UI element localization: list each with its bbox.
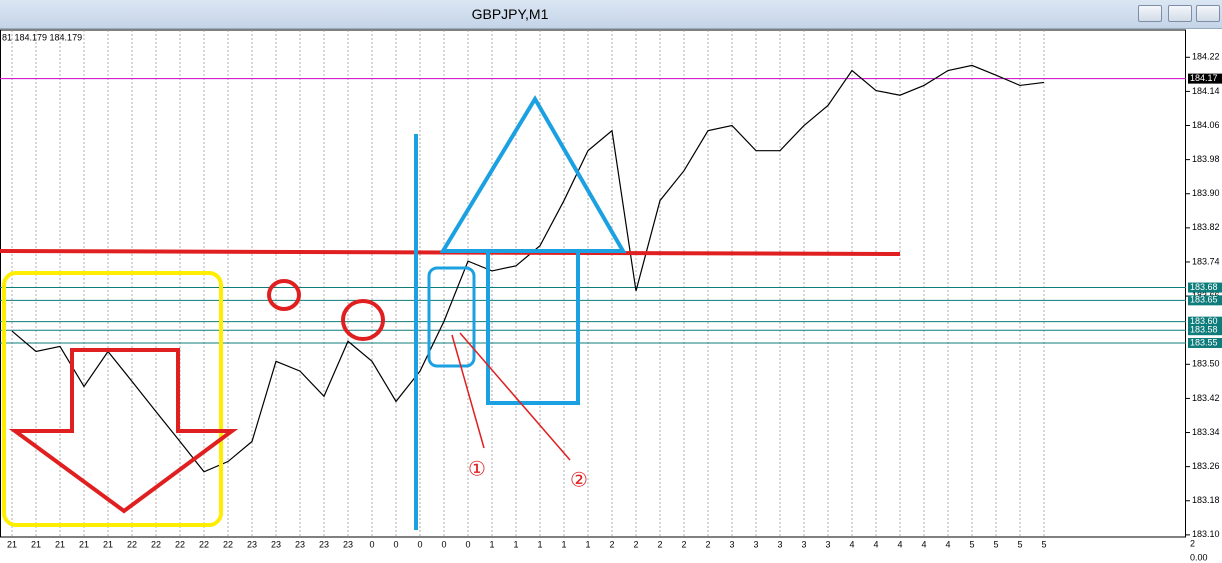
x-tick-label: 0: [393, 539, 398, 549]
annotations: [0, 95, 901, 530]
x-tick-label: 23: [247, 539, 257, 549]
x-tick-label: 1: [489, 539, 494, 549]
x-tick-label: 4: [873, 539, 878, 549]
x-tick-label: 21: [55, 539, 65, 549]
level-label: 183.60: [1190, 316, 1218, 326]
x-tick-label: 3: [777, 539, 782, 549]
x-tick-label: 4: [945, 539, 950, 549]
price-line: [11, 64, 1045, 473]
x-tick-label: 0: [441, 539, 446, 549]
x-tick-label: 0: [465, 539, 470, 549]
level-tag: [1188, 316, 1222, 327]
y-tick-label: 183.82: [1192, 222, 1220, 232]
y-tick-label: 183.50: [1192, 359, 1220, 369]
y-tick-label: 183.42: [1192, 393, 1220, 403]
up-triangle: [439, 95, 627, 253]
minimize-button[interactable]: [1138, 5, 1162, 22]
x-tick-label: 5: [993, 539, 998, 549]
level-tag: [1188, 282, 1222, 293]
x-tick-label: 22: [151, 539, 161, 549]
x-tick-label: 23: [319, 539, 329, 549]
red-circle: [341, 299, 385, 341]
x-tick-label: 21: [31, 539, 41, 549]
x-tick-label: 2: [705, 539, 710, 549]
red-circle: [267, 279, 301, 311]
level-label: 183.55: [1190, 337, 1218, 347]
current-price-tag: [1188, 73, 1222, 84]
level-label: 183.58: [1190, 325, 1218, 335]
level-label: 183.65: [1190, 295, 1218, 305]
x-tick-label: 4: [849, 539, 854, 549]
blue-box: [486, 252, 580, 405]
x-tick-label: 1: [585, 539, 590, 549]
y-tick-label: 184.14: [1192, 86, 1220, 96]
level-label: 183.68: [1190, 282, 1218, 292]
title-bar: GBPJPY,M1: [0, 0, 1222, 29]
x-tick-label: 21: [7, 539, 17, 549]
x-tick-label: 3: [825, 539, 830, 549]
x-tick-label: 21: [103, 539, 113, 549]
y-tick-label: 184.22: [1192, 52, 1220, 62]
x-tick-label: 22: [223, 539, 233, 549]
pointer-line: [459, 332, 571, 461]
x-tick-label: 1: [561, 539, 566, 549]
y-tick-label: 183.34: [1192, 427, 1220, 437]
level-tag: [1188, 337, 1222, 348]
y-tick-label: 183.10: [1192, 529, 1220, 539]
x-tick-label: 5: [969, 539, 974, 549]
x-tick-label: 0: [417, 539, 422, 549]
x-tick-label: 5: [1017, 539, 1022, 549]
x-tick-label: 22: [127, 539, 137, 549]
sub-axis-label: 0.00: [1190, 552, 1208, 562]
x-tick-label: 4: [921, 539, 926, 549]
close-button[interactable]: [1196, 5, 1220, 22]
window-title: GBPJPY,M1: [471, 6, 549, 22]
price-header: 81 184.179 184.179: [2, 32, 82, 42]
y-tick-label: 184.06: [1192, 120, 1220, 130]
x-tick-label: 23: [271, 539, 281, 549]
y-tick-label: 183.74: [1192, 256, 1220, 266]
x-tick-label: 22: [175, 539, 185, 549]
x-tick-label: 2: [633, 539, 638, 549]
down-arrow: [8, 348, 239, 514]
x-tick-label: 23: [343, 539, 353, 549]
restore-button[interactable]: [1168, 5, 1192, 22]
blue-small-box: [427, 266, 476, 368]
x-tick-label: 3: [801, 539, 806, 549]
x-tick-label: 3: [729, 539, 734, 549]
x-tick-label: 22: [199, 539, 209, 549]
level-tag: [1188, 325, 1222, 336]
y-tick-label: 183.98: [1192, 154, 1220, 164]
level-tag: [1188, 295, 1222, 306]
x-tick-label: 1: [537, 539, 542, 549]
x-tick-label: 2: [609, 539, 614, 549]
y-tick-label: 183.90: [1192, 188, 1220, 198]
sub-axis-label: 2: [1190, 538, 1195, 548]
y-tick-label: 183.26: [1192, 461, 1220, 471]
x-tick-label: 0: [369, 539, 374, 549]
x-tick-label: 3: [753, 539, 758, 549]
chart: 81 184.179 184.179 21 21 21 21 21 22 22 22 22 22 2…: [0, 29, 1222, 562]
x-tick-label: 23: [295, 539, 305, 549]
x-tick-label: 5: [1041, 539, 1046, 549]
pointer-line: [451, 334, 485, 449]
x-tick-label: 2: [681, 539, 686, 549]
annotation-label: ①: [468, 458, 486, 480]
annotation-label: ②: [570, 469, 588, 491]
x-tick-label: 21: [79, 539, 89, 549]
yellow-box: [2, 271, 223, 527]
x-tick-label: 2: [657, 539, 662, 549]
x-tick-label: 4: [897, 539, 902, 549]
current-price-label: 184.17: [1190, 73, 1218, 83]
y-tick-label: 183.18: [1192, 495, 1220, 505]
x-tick-label: 1: [513, 539, 518, 549]
plot-frame: [0, 29, 1186, 538]
